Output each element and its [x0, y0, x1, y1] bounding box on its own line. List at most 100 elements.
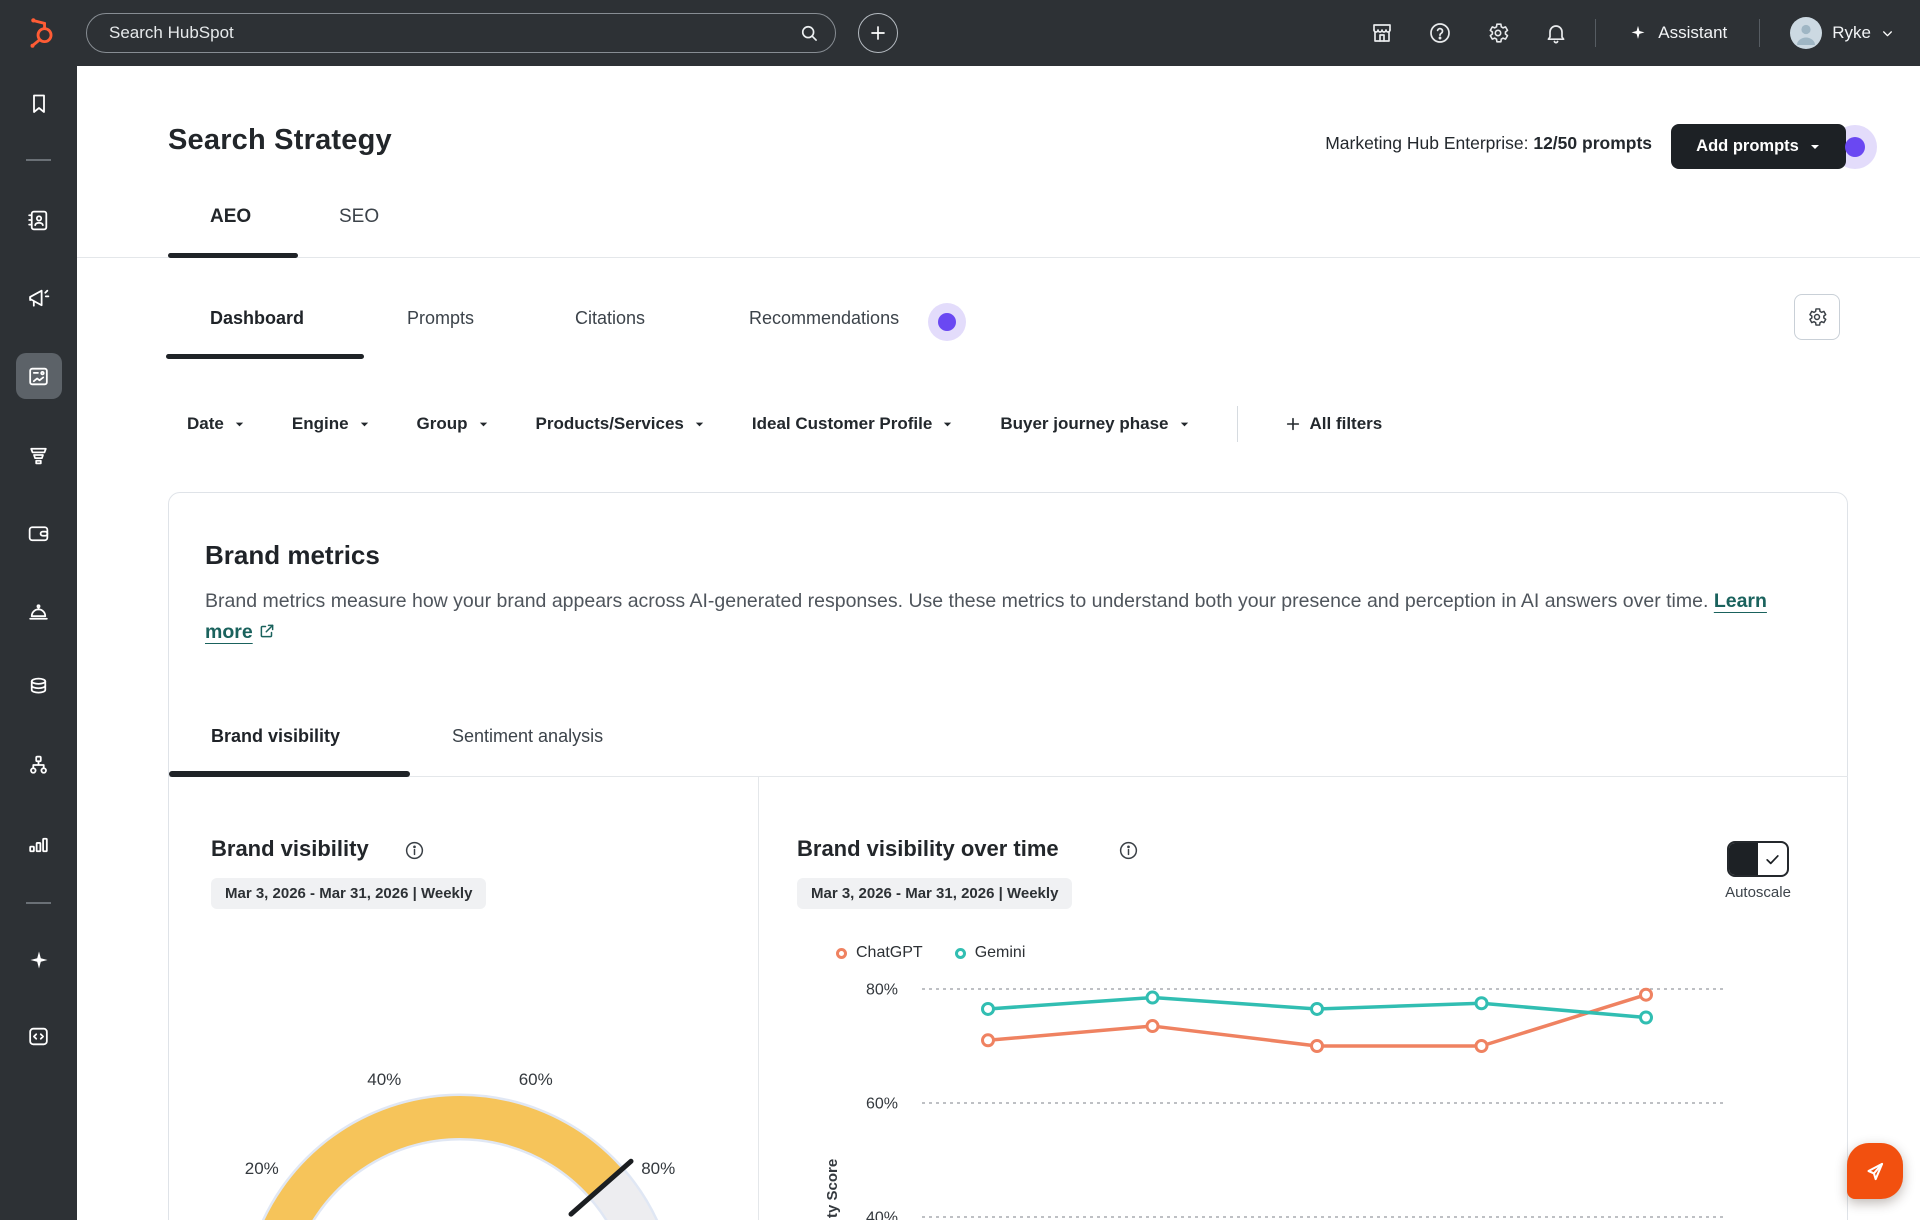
tab-aeo-active-indicator — [168, 253, 298, 258]
sidebar-item-service[interactable] — [16, 588, 62, 634]
legend-item-gemini[interactable]: Gemini — [954, 944, 1026, 962]
info-icon[interactable] — [404, 840, 425, 861]
subtab-recommendations[interactable]: Recommendations — [749, 308, 900, 328]
send-plane-icon — [1867, 1162, 1884, 1181]
add-prompts-label: Add prompts — [1696, 137, 1799, 155]
subtab-citations[interactable]: Citations — [575, 308, 646, 328]
filter-group[interactable]: Group — [417, 414, 489, 434]
card-tab-brand-visibility[interactable]: Brand visibility — [211, 726, 341, 746]
top-navigation-bar: Assistant Ryke — [0, 0, 1920, 66]
brand-visibility-gauge-chart: 20% 40% 60% 80% — [245, 1070, 675, 1220]
plan-count: 12/50 prompts — [1533, 133, 1652, 153]
tab-aeo[interactable]: AEO — [210, 206, 252, 227]
page-title: Search Strategy — [168, 124, 392, 156]
card-tab-sentiment-analysis[interactable]: Sentiment analysis — [452, 726, 604, 746]
sidebar-item-ai[interactable] — [16, 937, 62, 983]
svg-text:40%: 40% — [866, 1210, 898, 1220]
external-link-icon[interactable] — [258, 622, 276, 640]
filter-icp-label: Ideal Customer Profile — [751, 414, 933, 433]
plan-prefix: Marketing Hub Enterprise: — [1325, 133, 1534, 153]
search-icon[interactable] — [799, 23, 819, 43]
filter-bar: Date Engine Group Products/Services Idea… — [187, 406, 1382, 442]
legend-gemini-label: Gemini — [974, 944, 1026, 961]
filter-engine-label: Engine — [291, 414, 349, 433]
topbar-divider — [1595, 19, 1597, 47]
sidebar-item-bookmarks[interactable] — [16, 81, 62, 127]
tab-seo[interactable]: SEO — [339, 206, 380, 227]
user-name: Ryke — [1832, 23, 1871, 42]
copilot-fab[interactable] — [1847, 1143, 1903, 1199]
plan-usage-text: Marketing Hub Enterprise: 12/50 prompts — [1325, 133, 1652, 154]
toggle-off-segment — [1729, 843, 1758, 875]
sidebar-item-content[interactable] — [15, 353, 62, 399]
user-menu[interactable]: Ryke — [1770, 17, 1894, 49]
svg-text:80%: 80% — [866, 982, 898, 999]
sidebar-item-commerce[interactable] — [16, 510, 62, 556]
sidebar-item-data[interactable] — [16, 664, 62, 710]
sidebar-item-sales[interactable] — [16, 431, 62, 477]
filter-buyer-journey-phase[interactable]: Buyer journey phase — [1000, 414, 1189, 434]
description-text: Brand metrics measure how your brand app… — [205, 590, 1709, 612]
topbar-actions: Assistant Ryke — [1353, 17, 1920, 49]
sidebar-item-automation[interactable] — [16, 742, 62, 788]
subtab-prompts[interactable]: Prompts — [407, 308, 475, 328]
filter-date-label: Date — [187, 414, 224, 433]
line-panel-title: Brand visibility over time — [797, 836, 1059, 861]
chart-legend: ChatGPT Gemini — [836, 944, 1025, 962]
filter-products-services[interactable]: Products/Services — [536, 414, 705, 434]
legend-chatgpt-label: ChatGPT — [856, 944, 923, 961]
hubspot-logo-icon[interactable] — [24, 16, 58, 50]
add-prompts-button[interactable]: Add prompts — [1671, 124, 1846, 169]
marketplace-icon[interactable] — [1353, 21, 1411, 45]
plus-icon — [1286, 417, 1299, 431]
chevron-down-icon — [1883, 30, 1892, 36]
filters-divider — [1236, 406, 1238, 442]
filter-engine[interactable]: Engine — [292, 414, 370, 434]
sidebar-item-developer[interactable] — [16, 1013, 62, 1059]
chatgpt-marker-icon — [836, 947, 847, 959]
gauge-date-range-badge: Mar 3, 2026 - Mar 31, 2026 | Weekly — [211, 878, 487, 909]
card-tab-active-indicator — [169, 771, 410, 777]
svg-text:ty Score: ty Score — [824, 1159, 841, 1218]
subtab-dashboard[interactable]: Dashboard — [210, 308, 305, 328]
create-button[interactable] — [858, 13, 898, 53]
recommendations-beacon-dot[interactable] — [938, 313, 956, 331]
autoscale-toggle[interactable] — [1727, 841, 1789, 877]
topbar-divider-2 — [1759, 19, 1761, 47]
learn-more-link[interactable]: Learn more — [205, 590, 1767, 643]
filter-date[interactable]: Date — [187, 414, 245, 434]
sparkle-icon — [1631, 25, 1645, 39]
legend-item-chatgpt[interactable]: ChatGPT — [836, 944, 923, 962]
brand-metrics-title: Brand metrics — [205, 540, 380, 570]
card-tabs-divider — [168, 776, 1848, 777]
assistant-label: Assistant — [1658, 23, 1728, 42]
search-input[interactable] — [109, 23, 799, 43]
sidebar-item-marketing[interactable] — [16, 275, 62, 321]
gauge-panel-title: Brand visibility — [211, 836, 369, 861]
panel-vertical-divider — [758, 777, 759, 1220]
toggle-on-segment — [1758, 843, 1787, 875]
sidebar-item-reporting[interactable] — [16, 821, 62, 867]
sidebar-divider-2 — [26, 902, 51, 904]
settings-icon[interactable] — [1469, 21, 1527, 45]
autoscale-label: Autoscale — [1725, 884, 1791, 901]
left-navigation-sidebar — [0, 66, 77, 1220]
filter-products-services-label: Products/Services — [535, 414, 684, 433]
notifications-icon[interactable] — [1527, 21, 1585, 45]
help-icon[interactable] — [1411, 21, 1469, 45]
subtab-dashboard-active-indicator — [166, 354, 364, 359]
add-prompts-beacon-dot[interactable] — [1845, 137, 1865, 157]
info-icon[interactable] — [1118, 840, 1139, 861]
all-filters-button[interactable]: All filters — [1285, 414, 1382, 434]
sidebar-item-contacts[interactable] — [16, 197, 62, 243]
chevron-down-icon — [479, 422, 487, 426]
chevron-down-icon — [944, 422, 952, 426]
brand-metrics-description: Brand metrics measure how your brand app… — [205, 586, 1810, 648]
global-search[interactable] — [86, 13, 836, 53]
assistant-button[interactable]: Assistant — [1606, 23, 1749, 43]
line-date-range-badge: Mar 3, 2026 - Mar 31, 2026 | Weekly — [797, 878, 1073, 909]
filter-ideal-customer-profile[interactable]: Ideal Customer Profile — [752, 414, 953, 434]
dashboard-settings-button[interactable] — [1794, 294, 1840, 340]
sidebar-divider — [26, 159, 51, 161]
